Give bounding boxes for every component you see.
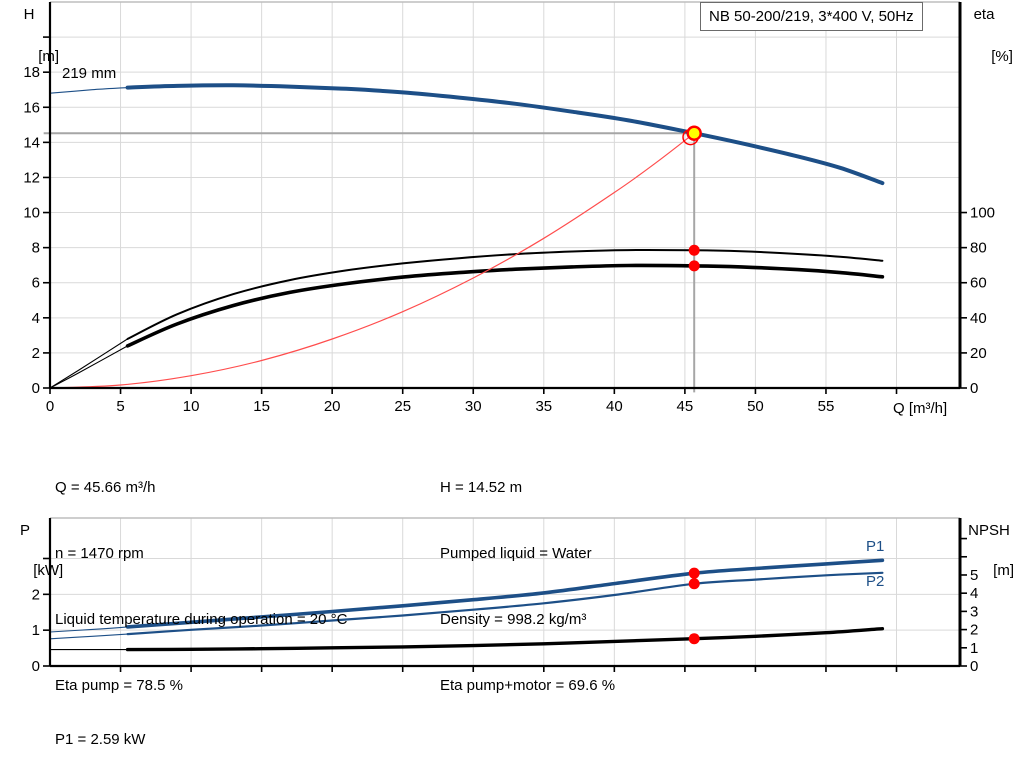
svg-text:50: 50 — [747, 398, 764, 415]
npsh-axis-unit: [m] — [993, 562, 1015, 579]
svg-text:2: 2 — [32, 345, 40, 362]
info-eta-pump: Eta pump = 78.5 % — [55, 677, 183, 694]
svg-text:0: 0 — [46, 398, 54, 415]
eta-axis-symbol: eta — [973, 6, 995, 23]
p1-curve-label: P1 — [866, 538, 885, 555]
axes — [48, 518, 962, 668]
impeller-diameter-label: 219 mm — [62, 65, 117, 82]
svg-text:2: 2 — [32, 586, 40, 603]
svg-text:1: 1 — [970, 640, 978, 657]
eta-axis-unit: [%] — [991, 48, 1013, 65]
npsh-axis-symbol: NPSH — [968, 522, 1010, 539]
npsh-curve — [49, 627, 885, 652]
p2-point — [688, 578, 700, 590]
svg-text:8: 8 — [32, 240, 40, 257]
svg-text:1: 1 — [32, 622, 40, 639]
info-n: n = 1470 rpm — [55, 545, 144, 562]
axes — [48, 2, 962, 390]
svg-text:18: 18 — [23, 64, 40, 81]
h-axis-unit: [m] — [38, 48, 60, 65]
p1-curve — [49, 558, 885, 633]
npsh-axis-title: NPSH [m] — [960, 521, 1018, 581]
svg-text:0: 0 — [970, 380, 978, 397]
svg-text:25: 25 — [394, 398, 411, 415]
svg-text:4: 4 — [32, 310, 40, 327]
npsh-point — [688, 633, 700, 645]
duty-reference-lines — [43, 132, 696, 393]
svg-text:55: 55 — [818, 398, 835, 415]
svg-text:2: 2 — [970, 622, 978, 639]
svg-text:30: 30 — [465, 398, 482, 415]
svg-text:0: 0 — [32, 658, 40, 675]
info-density: Density = 998.2 kg/m³ — [440, 611, 587, 628]
svg-text:3: 3 — [970, 603, 978, 620]
h-axis-title: H [m] — [9, 4, 59, 67]
info-liquid-temp: Liquid temperature during operation = 20… — [55, 611, 348, 628]
svg-text:40: 40 — [970, 310, 987, 327]
svg-text:10: 10 — [183, 398, 200, 415]
svg-text:0: 0 — [32, 380, 40, 397]
p-axis-unit: [kW] — [33, 562, 64, 579]
q-axis-label: Q [m³/h] — [893, 400, 948, 417]
svg-text:5: 5 — [970, 567, 978, 584]
duty-point[interactable] — [686, 125, 702, 141]
info-block-left: Q = 45.66 m³/h n = 1470 rpm Liquid tempe… — [55, 433, 347, 741]
svg-text:40: 40 — [606, 398, 623, 415]
h-curve — [49, 83, 885, 186]
svg-text:5: 5 — [116, 398, 124, 415]
info-q: Q = 45.66 m³/h — [55, 479, 156, 496]
tick-labels: 0 5 10 15 20 25 30 35 40 45 50 55 0 2 4 6 8 10 12 14 16 18 0 20… — [23, 36, 995, 415]
eta-pump-motor-point — [688, 260, 700, 272]
info-eta-pump-motor: Eta pump+motor = 69.6 % — [440, 677, 616, 694]
info-pumped-liquid: Pumped liquid = Water — [440, 545, 592, 562]
system-curve — [49, 132, 695, 389]
p1-point — [688, 567, 700, 579]
gridlines — [50, 517, 960, 666]
eta-pump-motor-curve — [49, 263, 885, 389]
h-axis-symbol: H — [23, 6, 35, 23]
eta-axis-title: eta [%] — [962, 4, 1013, 67]
info-block-right: H = 14.52 m Pumped liquid = Water Densit… — [440, 433, 615, 741]
svg-text:80: 80 — [970, 240, 987, 257]
p-axis-title: P [kW] — [4, 521, 63, 581]
svg-text:0: 0 — [970, 658, 978, 675]
svg-text:100: 100 — [970, 205, 995, 222]
svg-text:4: 4 — [970, 585, 978, 602]
qh-chart: 0 5 10 15 20 25 30 35 40 45 50 55 0 2 4 6 8 10 12 14 16 18 0 20… — [23, 1, 995, 415]
pump-title-box: NB 50-200/219, 3*400 V, 50Hz — [700, 2, 923, 31]
info-h: H = 14.52 m — [440, 479, 523, 496]
svg-text:6: 6 — [32, 275, 40, 292]
svg-text:15: 15 — [253, 398, 270, 415]
svg-text:20: 20 — [324, 398, 341, 415]
svg-text:45: 45 — [677, 398, 694, 415]
eta-pump-point — [688, 244, 700, 256]
info-block-bottom: P1 = 2.59 kW P2 = 2.295 kW NPSH = 1.5 m … — [55, 685, 397, 781]
svg-text:10: 10 — [23, 205, 40, 222]
p-axis-symbol: P — [19, 522, 30, 539]
info-p1: P1 = 2.59 kW — [55, 731, 146, 748]
gridlines — [50, 1, 960, 388]
p2-curve-label: P2 — [866, 573, 885, 590]
svg-text:20: 20 — [970, 345, 987, 362]
p2-curve — [49, 571, 884, 640]
svg-text:14: 14 — [23, 134, 40, 151]
svg-text:16: 16 — [23, 99, 40, 116]
svg-text:60: 60 — [970, 275, 987, 292]
svg-text:35: 35 — [535, 398, 552, 415]
svg-text:12: 12 — [23, 169, 40, 186]
